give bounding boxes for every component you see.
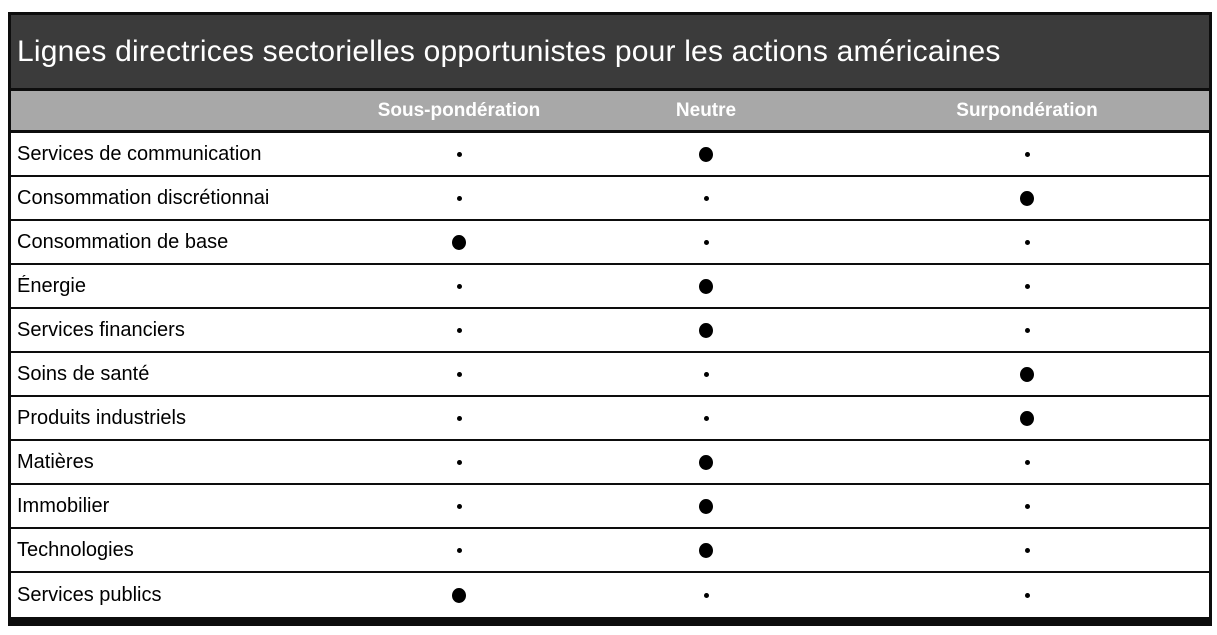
selected-position-dot-icon [699,278,713,294]
unselected-position-dot-icon [1024,592,1030,598]
unselected-position-dot-icon [456,371,462,377]
sector-label: Soins de santé [17,362,150,385]
selected-position-dot-icon [1020,410,1034,426]
table-row: Services financiers [11,309,1209,353]
sector-label: Technologies [17,538,134,561]
sector-guidelines-table: Lignes directrices sectorielles opportun… [8,12,1212,626]
sector-label: Consommation discrétionnai [17,186,270,209]
table-title: Lignes directrices sectorielles opportun… [17,34,1001,68]
header-cell-neutral: Neutre [675,99,737,121]
unselected-position-dot-icon [456,547,462,553]
position-cell-surponderation [845,133,1209,175]
position-cell-sous_ponderation [351,309,567,351]
position-cell-surponderation [845,485,1209,527]
position-cell-surponderation [845,353,1209,395]
unselected-position-dot-icon [456,151,462,157]
header-cell-underweight: Sous-pondération [377,99,541,121]
position-cell-surponderation [845,309,1209,351]
position-cell-neutre [567,265,845,307]
position-cell-sous_ponderation [351,177,567,219]
position-cell-sous_ponderation [351,221,567,263]
position-cell-neutre [567,221,845,263]
selected-position-dot-icon [699,498,713,514]
position-cell-neutre [567,177,845,219]
sector-label: Consommation de base [17,230,229,253]
unselected-position-dot-icon [456,327,462,333]
position-cell-neutre [567,397,845,439]
sector-label: Services de communication [17,142,262,165]
position-cell-sous_ponderation [351,529,567,571]
table-row: Soins de santé [11,353,1209,397]
position-cell-sous_ponderation [351,353,567,395]
table-row: Produits industriels [11,397,1209,441]
table-body: Services de communication Consommation di… [11,133,1209,617]
position-cell-neutre [567,133,845,175]
position-cell-sous_ponderation [351,441,567,483]
position-cell-surponderation [845,529,1209,571]
selected-position-dot-icon [1020,190,1034,206]
position-cell-surponderation [845,177,1209,219]
unselected-position-dot-icon [1024,459,1030,465]
sector-label: Services financiers [17,318,185,341]
sector-label: Matières [17,450,94,473]
table-row: Services publics [11,573,1209,617]
unselected-position-dot-icon [703,592,709,598]
table-row: Technologies [11,529,1209,573]
unselected-position-dot-icon [703,195,709,201]
sector-label: Immobilier [17,494,110,517]
unselected-position-dot-icon [1024,327,1030,333]
table-row: Consommation discrétionnai [11,177,1209,221]
sector-label: Produits industriels [17,406,186,429]
position-cell-neutre [567,485,845,527]
sector-label: Services publics [17,583,162,606]
position-cell-sous_ponderation [351,133,567,175]
unselected-position-dot-icon [456,415,462,421]
unselected-position-dot-icon [456,503,462,509]
unselected-position-dot-icon [456,195,462,201]
unselected-position-dot-icon [703,371,709,377]
selected-position-dot-icon [699,542,713,558]
header-cell-overweight: Surpondération [956,99,1098,121]
selected-position-dot-icon [1020,366,1034,382]
position-cell-sous_ponderation [351,573,567,617]
selected-position-dot-icon [699,454,713,470]
table-row: Services de communication [11,133,1209,177]
selected-position-dot-icon [452,234,466,250]
sector-label: Énergie [17,274,86,297]
position-cell-sous_ponderation [351,485,567,527]
table-header-row: Sous-pondération Neutre Surpondération [11,91,1209,133]
table-row: Énergie [11,265,1209,309]
table-row: Consommation de base [11,221,1209,265]
table-title-bar: Lignes directrices sectorielles opportun… [11,15,1209,91]
position-cell-surponderation [845,573,1209,617]
position-cell-surponderation [845,221,1209,263]
selected-position-dot-icon [452,587,466,603]
position-cell-neutre [567,573,845,617]
table-row: Matières [11,441,1209,485]
position-cell-sous_ponderation [351,397,567,439]
unselected-position-dot-icon [1024,547,1030,553]
position-cell-neutre [567,529,845,571]
position-cell-sous_ponderation [351,265,567,307]
position-cell-neutre [567,353,845,395]
unselected-position-dot-icon [1024,239,1030,245]
selected-position-dot-icon [699,146,713,162]
position-cell-surponderation [845,441,1209,483]
position-cell-neutre [567,441,845,483]
unselected-position-dot-icon [1024,503,1030,509]
position-cell-surponderation [845,265,1209,307]
unselected-position-dot-icon [456,459,462,465]
unselected-position-dot-icon [1024,283,1030,289]
position-cell-neutre [567,309,845,351]
table-row: Immobilier [11,485,1209,529]
position-cell-surponderation [845,397,1209,439]
unselected-position-dot-icon [456,283,462,289]
selected-position-dot-icon [699,322,713,338]
unselected-position-dot-icon [703,239,709,245]
unselected-position-dot-icon [1024,151,1030,157]
unselected-position-dot-icon [703,415,709,421]
